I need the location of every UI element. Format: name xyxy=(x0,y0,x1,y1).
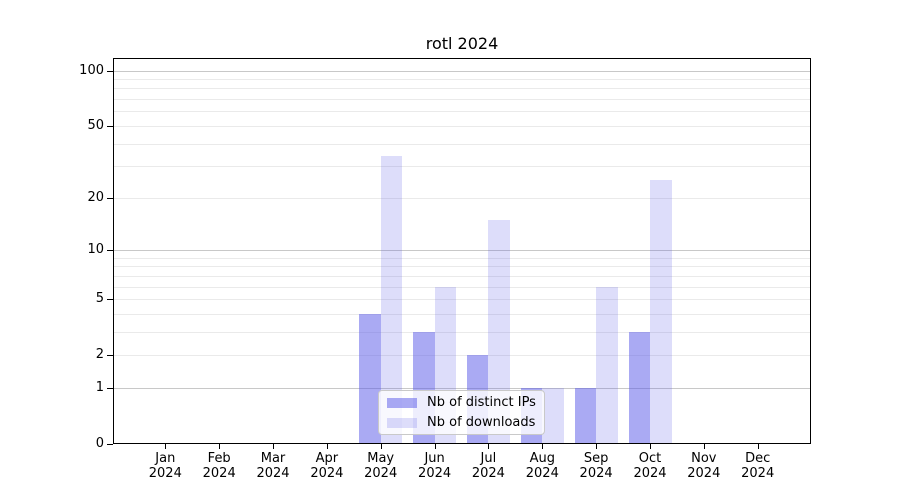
x-tick xyxy=(488,444,490,449)
x-tick-label-year: 2024 xyxy=(471,466,505,481)
y-gridline-minor xyxy=(113,275,811,277)
bar-nb-of-distinct-ips-may xyxy=(359,313,381,444)
y-gridline-major xyxy=(113,387,811,389)
x-tick-label-month: Mar xyxy=(260,451,286,466)
y-tick-label: 0 xyxy=(95,436,104,451)
y-gridline-minor xyxy=(113,88,811,90)
x-tick-label-year: 2024 xyxy=(364,466,398,481)
y-gridline-major xyxy=(113,70,811,72)
x-tick-label-year: 2024 xyxy=(202,466,236,481)
y-tick-label: 50 xyxy=(87,117,104,133)
bar-nb-of-distinct-ips-oct xyxy=(628,331,650,444)
x-tick xyxy=(434,444,436,449)
y-gridline-minor xyxy=(113,143,811,145)
legend-swatch-downloads-icon xyxy=(387,417,417,428)
bar-nb-of-downloads-jul xyxy=(488,219,510,444)
y-tick xyxy=(107,125,113,127)
y-gridline-minor xyxy=(113,286,811,288)
legend: Nb of distinct IPs Nb of downloads xyxy=(378,390,545,435)
y-gridline-major xyxy=(113,250,811,251)
bar-nb-of-downloads-sep xyxy=(596,286,618,444)
legend-item-downloads: Nb of downloads xyxy=(387,414,536,430)
y-gridline-minor xyxy=(113,331,811,333)
x-tick xyxy=(650,444,651,449)
x-tick-label-month: Jun xyxy=(424,451,445,466)
bar-nb-of-distinct-ips-sep xyxy=(574,387,597,444)
y-gridline-minor xyxy=(113,99,811,101)
x-tick xyxy=(380,444,382,449)
x-tick xyxy=(757,444,759,449)
y-tick-label: 20 xyxy=(87,189,104,205)
x-tick-label-year: 2024 xyxy=(687,466,721,481)
y-tick xyxy=(107,387,113,389)
x-tick-label-year: 2024 xyxy=(633,466,667,481)
y-tick-label: 100 xyxy=(79,62,104,78)
y-gridline-minor xyxy=(113,197,811,199)
y-gridline-minor xyxy=(113,313,811,315)
x-tick-label-month: Apr xyxy=(315,451,339,466)
x-tick-label-month: Aug xyxy=(529,451,555,466)
y-tick xyxy=(107,250,113,251)
x-tick-label-month: Oct xyxy=(638,451,662,466)
bar-nb-of-downloads-aug xyxy=(542,387,564,444)
x-tick-label-month: Feb xyxy=(207,451,231,466)
y-tick-label: 10 xyxy=(87,242,104,257)
x-tick xyxy=(703,444,705,449)
legend-swatch-distinct-ips-icon xyxy=(387,397,417,408)
x-tick-label-year: 2024 xyxy=(741,466,775,481)
y-tick xyxy=(107,197,113,199)
x-tick xyxy=(219,444,221,449)
x-tick-label-month: May xyxy=(367,451,395,466)
x-tick-label-year: 2024 xyxy=(256,466,290,481)
x-tick-label-year: 2024 xyxy=(148,466,182,481)
y-tick xyxy=(107,299,113,300)
x-tick xyxy=(542,444,544,449)
y-tick xyxy=(107,355,113,357)
x-tick-label-year: 2024 xyxy=(310,466,344,481)
y-gridline-minor xyxy=(113,299,811,300)
legend-item-distinct-ips: Nb of distinct IPs xyxy=(387,394,536,410)
x-tick-label-month: Nov xyxy=(691,451,717,466)
y-gridline-minor xyxy=(113,266,811,268)
x-tick-label-year: 2024 xyxy=(525,466,559,481)
x-tick-label-month: Jan xyxy=(155,451,176,466)
y-gridline-minor xyxy=(113,355,811,357)
x-tick-label-year: 2024 xyxy=(579,466,613,481)
x-tick xyxy=(326,444,328,449)
chart-title: rotl 2024 xyxy=(425,34,499,53)
y-gridline-minor xyxy=(113,166,811,168)
x-tick-label-month: Jul xyxy=(480,451,497,466)
y-gridline-minor xyxy=(113,79,811,80)
x-tick-label-year: 2024 xyxy=(418,466,452,481)
y-tick xyxy=(107,444,113,445)
legend-label-distinct-ips: Nb of distinct IPs xyxy=(427,394,536,410)
y-tick-label: 2 xyxy=(95,347,104,363)
x-tick xyxy=(273,444,274,449)
x-tick xyxy=(165,444,167,449)
plot-border xyxy=(113,58,811,444)
y-tick xyxy=(107,70,113,72)
x-tick-label-month: Sep xyxy=(583,451,609,466)
bar-nb-of-downloads-oct xyxy=(650,180,672,444)
bar-nb-of-downloads-may xyxy=(380,156,403,444)
legend-label-downloads: Nb of downloads xyxy=(427,414,536,430)
y-gridline-minor xyxy=(113,125,811,127)
y-tick-label: 1 xyxy=(95,379,104,395)
y-tick-label: 5 xyxy=(95,291,104,306)
y-gridline-minor xyxy=(113,257,811,259)
x-tick xyxy=(596,444,598,449)
x-tick-label-month: Dec xyxy=(745,451,771,466)
y-gridline-minor xyxy=(113,111,811,113)
